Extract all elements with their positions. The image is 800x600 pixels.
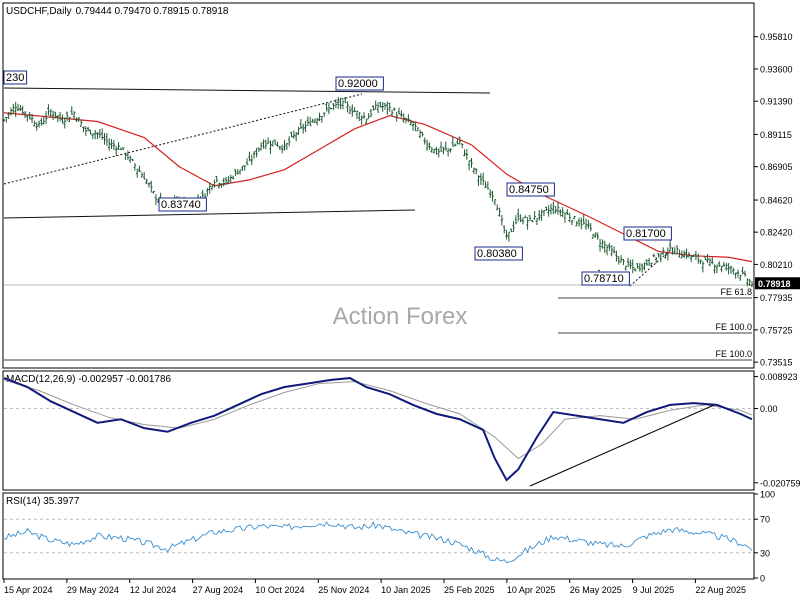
rsi-axis-label: 0	[760, 574, 765, 584]
price-annotation: 0.78710	[581, 271, 630, 286]
price-axis-label: 0.77935	[760, 293, 793, 303]
rsi-line	[3, 518, 753, 564]
last-price-label: 0.78918	[758, 279, 791, 289]
price-annotation: 0.92000	[335, 76, 384, 91]
price-axis: 0.95810 0.93600 0.91390 0.89115 0.86905 0.846…	[754, 32, 800, 368]
price-annotation: 0.80380	[474, 246, 523, 261]
price-annotation: 0.84750	[506, 182, 555, 197]
price-annotation-text: 0.80380	[477, 248, 517, 260]
price-annotation-box	[335, 76, 384, 91]
x-axis-label: 9 Jul 2025	[633, 585, 675, 595]
price-pane: Action Forex USDCHF,Daily 0.79444 0.79470…	[2, 2, 800, 369]
x-axis-label: 25 Nov 2024	[318, 585, 369, 595]
macd-trendline	[529, 404, 715, 487]
price-annotation-box	[3, 70, 28, 85]
macd-pane-frame	[2, 370, 755, 491]
rsi-axis: 100 70 30 0	[754, 490, 775, 584]
watermark: Action Forex	[333, 303, 468, 330]
price-annotation-text: 0.81700	[626, 228, 666, 240]
price-annotation-text: 0.84750	[509, 184, 549, 196]
x-axis-label: 27 Aug 2024	[193, 585, 244, 595]
price-axis-label: 0.75725	[760, 325, 793, 335]
channel-bottom-line	[3, 209, 416, 219]
fibonacci-extension-levels: FE 61.8 FE 100.0 FE 100.0	[4, 287, 752, 361]
rsi-title: RSI(14) 35.3977	[6, 496, 80, 507]
ohlc-values: 0.79444 0.79470 0.78915 0.78918	[76, 6, 229, 17]
price-annotation-box	[474, 246, 523, 261]
price-pane-frame	[2, 2, 755, 369]
price-axis-label: 0.89115	[760, 130, 792, 140]
macd-pane: MACD(12,26,9) -0.002957 -0.001786 0.0089…	[2, 370, 800, 491]
macd-signal-line	[3, 379, 753, 460]
x-axis-label: 10 Oct 2024	[255, 585, 304, 595]
rsi-line	[3, 521, 753, 564]
price-axis-label: 0.82420	[760, 228, 793, 238]
price-annotation: 0.83740	[158, 197, 207, 212]
price-axis-label: 0.93600	[760, 64, 793, 74]
price-annotation: 230	[3, 70, 28, 85]
last-price-box	[755, 277, 800, 290]
x-axis-label: 22 Aug 2025	[695, 585, 746, 595]
x-axis-label: 29 May 2024	[67, 585, 119, 595]
rsi-pane: RSI(14) 35.3977 100 70 30 0	[2, 490, 775, 584]
price-annotation-box	[623, 226, 672, 241]
price-axis-label: 0.80210	[760, 260, 793, 270]
macd-axis-label: 0.00	[760, 404, 778, 414]
channel-top-line	[3, 87, 491, 94]
symbol-text: USDCHF,Daily	[6, 6, 72, 17]
price-annotation-text: 0.92000	[338, 78, 378, 90]
macd-lines	[3, 377, 753, 487]
macd-axis-label: -0.020759	[760, 478, 800, 488]
fe-level-label: FE 61.8	[720, 287, 752, 297]
x-axis-label: 25 Feb 2025	[444, 585, 495, 595]
macd-title: MACD(12,26,9) -0.002957 -0.001786	[6, 374, 172, 385]
price-axis-label: 0.86905	[760, 162, 793, 172]
moving-average	[3, 112, 753, 263]
x-axis-label: 15 Apr 2024	[4, 585, 53, 595]
x-axis: 15 Apr 2024 29 May 2024 12 Jul 2024 27 Aug …	[3, 579, 746, 595]
price-annotation-box	[506, 182, 555, 197]
price-axis-label: 0.73515	[760, 358, 793, 368]
rsi-axis-label: 30	[760, 548, 770, 558]
x-axis-label: 26 May 2025	[570, 585, 622, 595]
macd-axis-label: 0.008923	[760, 372, 798, 382]
rsi-axis-label: 100	[760, 490, 775, 500]
rsi-axis-label: 70	[760, 515, 770, 525]
rsi-pane-frame	[2, 492, 755, 580]
fe-level-label: FE 100.0	[715, 322, 752, 332]
price-annotation: 0.81700	[623, 226, 672, 241]
price-annotations: 230 0.92000 0.83740 0.84750 0.80380 0.81700 0.…	[3, 70, 672, 286]
price-annotation-box	[581, 271, 630, 286]
x-axis-label: 12 Jul 2024	[130, 585, 177, 595]
price-annotation-text: 0.78710	[584, 273, 624, 285]
price-annotation-text: 230	[6, 72, 24, 84]
ma-line	[3, 112, 753, 263]
price-annotation-text: 0.83740	[161, 199, 201, 211]
x-axis-label: 10 Apr 2025	[507, 585, 556, 595]
macd-main-line	[3, 377, 753, 482]
chart-symbol-label: USDCHF,Daily 0.79444 0.79470 0.78915 0.78…	[6, 6, 229, 17]
price-axis-label: 0.84620	[760, 196, 793, 206]
price-axis-label: 0.95810	[760, 32, 793, 42]
dotted-trendline	[3, 93, 363, 185]
macd-axis: 0.008923 0.00 -0.020759	[754, 372, 800, 488]
x-axis-label: 10 Jan 2025	[381, 585, 431, 595]
price-axis-label: 0.91390	[760, 97, 793, 107]
price-annotation-box	[158, 197, 207, 212]
fe-level-label: FE 100.0	[715, 349, 752, 359]
